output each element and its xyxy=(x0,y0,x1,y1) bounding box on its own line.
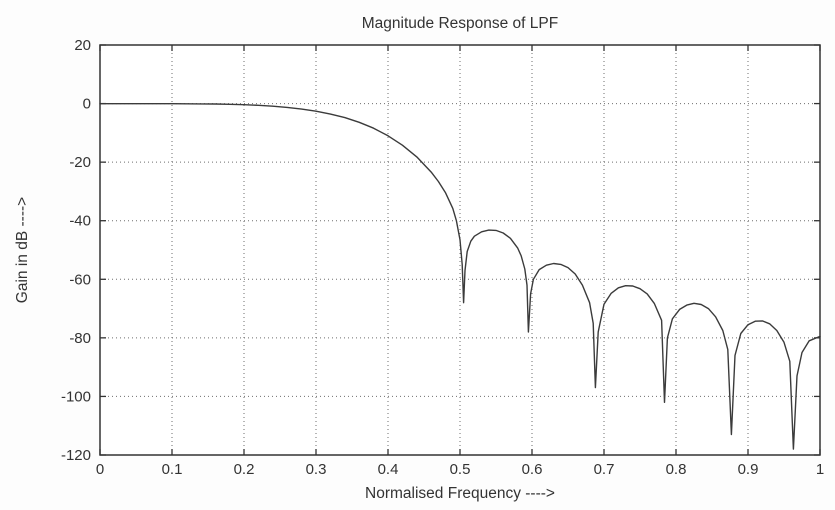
y-tick-label: -20 xyxy=(69,154,91,171)
y-tick-label: -100 xyxy=(61,388,91,405)
y-tick-label: -80 xyxy=(69,330,91,347)
x-tick-label: 0.9 xyxy=(738,461,759,478)
x-tick-label: 0.5 xyxy=(450,461,471,478)
y-tick-label: 0 xyxy=(83,96,91,113)
x-tick-label: 0.6 xyxy=(522,461,543,478)
chart-title: Magnitude Response of LPF xyxy=(362,15,558,32)
x-axis-label: Normalised Frequency ----> xyxy=(365,485,555,502)
x-tick-label: 0.2 xyxy=(234,461,255,478)
grid-lines xyxy=(100,45,820,455)
x-tick-label: 0.4 xyxy=(378,461,399,478)
x-tick-label: 0.3 xyxy=(306,461,327,478)
x-tick-label: 1 xyxy=(816,461,824,478)
x-tick-label: 0.1 xyxy=(162,461,183,478)
tick-labels: 0 0.1 0.2 0.3 0.4 0.5 0.6 0.7 0.8 0.9 1 20 0 -20 -40 -6… xyxy=(61,37,824,478)
y-axis-label: Gain in dB ----> xyxy=(14,197,31,303)
x-tick-label: 0.8 xyxy=(666,461,687,478)
response-curve xyxy=(99,102,821,450)
y-tick-label: -60 xyxy=(69,271,91,288)
y-tick-label: 20 xyxy=(74,37,91,54)
x-tick-label: 0.7 xyxy=(594,461,615,478)
plot-border xyxy=(99,44,821,456)
y-tick-label: -40 xyxy=(69,213,91,230)
x-tick-label: 0 xyxy=(96,461,104,478)
y-tick-label: -120 xyxy=(61,447,91,464)
